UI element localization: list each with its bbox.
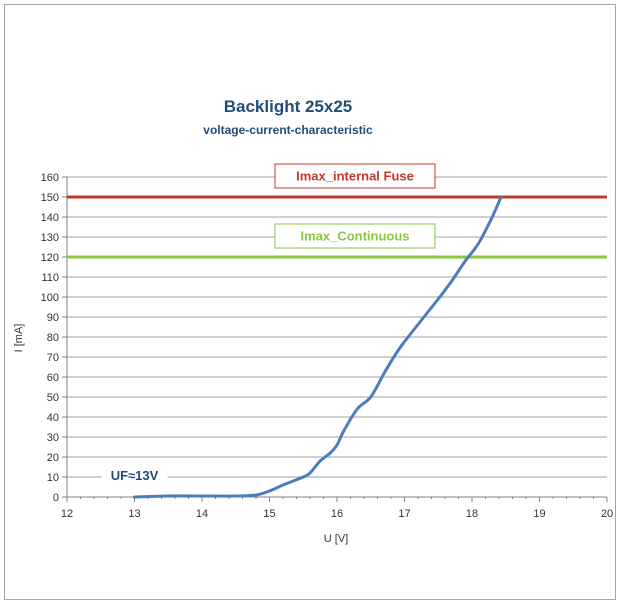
annotation-label: UF≈13V [111, 468, 159, 483]
x-tick-label: 17 [398, 508, 410, 520]
x-tick-label: 15 [263, 508, 275, 520]
gridlines [67, 177, 607, 477]
reference-lines: Imax_internal Fuse Imax_Continuous [67, 164, 607, 257]
y-tick-label: 0 [53, 492, 59, 504]
y-axis-label: I [mA] [13, 324, 25, 353]
annotations: UF≈13V [102, 465, 168, 485]
y-tick-label: 140 [41, 212, 59, 224]
y-tick-label: 50 [47, 392, 59, 404]
y-tick-label: 60 [47, 372, 59, 384]
x-tick-labels: 12 13 14 15 16 17 18 19 20 [61, 508, 613, 520]
x-tick-label: 20 [601, 508, 613, 520]
chart-title: Backlight 25x25 [224, 97, 353, 116]
x-axis-label: U [V] [324, 533, 348, 545]
x-tick-label: 19 [533, 508, 545, 520]
y-tick-label: 10 [47, 472, 59, 484]
chart-subtitle: voltage-current-characteristic [203, 123, 373, 137]
y-tick-label: 20 [47, 452, 59, 464]
x-tick-label: 12 [61, 508, 73, 520]
y-tick-label: 110 [41, 272, 59, 284]
y-tick-label: 130 [41, 232, 59, 244]
x-tick-label: 16 [331, 508, 343, 520]
y-tick-labels: 0 10 20 30 40 50 60 70 80 90 100 110 120 130 140 150 160 [41, 172, 59, 504]
y-tick-label: 160 [41, 172, 59, 184]
y-tick-label: 120 [41, 252, 59, 264]
y-tick-label: 40 [47, 412, 59, 424]
x-tick-label: 13 [128, 508, 140, 520]
y-tick-label: 30 [47, 432, 59, 444]
y-tick-label: 100 [41, 292, 59, 304]
y-tick-label: 90 [47, 312, 59, 324]
x-tick-label: 14 [196, 508, 208, 520]
y-tick-label: 70 [47, 352, 59, 364]
reference-label: Imax_Continuous [300, 229, 409, 244]
y-tick-label: 80 [47, 332, 59, 344]
x-tick-label: 18 [466, 508, 478, 520]
reference-label: Imax_internal Fuse [296, 169, 414, 184]
y-tick-label: 150 [41, 192, 59, 204]
